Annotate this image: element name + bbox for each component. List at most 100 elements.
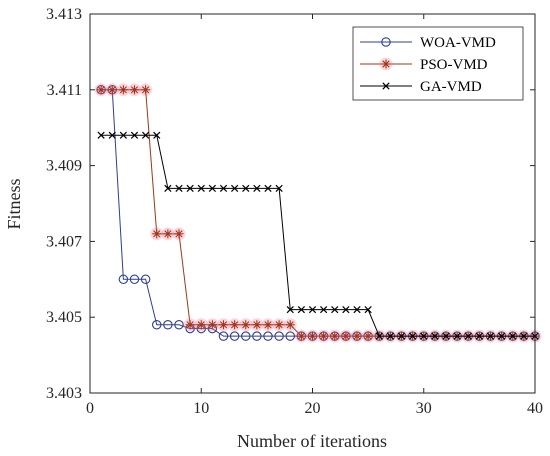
legend-marker <box>381 37 391 47</box>
data-point-pso-vmd <box>217 318 230 332</box>
data-point-pso-vmd <box>250 318 264 332</box>
data-point-ga-vmd <box>386 332 394 340</box>
data-point-pso-vmd <box>294 329 308 343</box>
y-tick-label: 3.407 <box>46 233 82 250</box>
legend-label: GA-VMD <box>420 79 482 95</box>
data-point-pso-vmd <box>339 329 353 343</box>
ticks-layer: 0 10 20 30 40 3.403 3.405 3.407 3.409 3.411 3.413 <box>46 6 543 417</box>
data-point-pso-vmd <box>283 318 297 332</box>
legend-label: PSO-VMD <box>420 57 488 73</box>
data-point-pso-vmd <box>205 318 219 332</box>
data-point-ga-vmd <box>153 131 161 139</box>
data-point-ga-vmd <box>420 332 428 340</box>
data-point-ga-vmd <box>520 332 528 340</box>
legend-items: WOA-VMD PSO-VMD GA-VMD <box>360 35 496 95</box>
data-point-ga-vmd <box>475 332 483 340</box>
data-point-ga-vmd <box>498 332 506 340</box>
data-point-ga-vmd <box>353 305 361 314</box>
data-point-ga-vmd <box>142 131 150 139</box>
data-point-pso-vmd <box>105 83 119 97</box>
data-point-pso-vmd <box>116 83 130 97</box>
data-point-pso-vmd <box>272 318 286 332</box>
data-point-ga-vmd <box>164 184 172 192</box>
data-point-woa-vmd <box>241 331 251 341</box>
data-point-pso-vmd <box>306 329 319 343</box>
x-tick-label: 30 <box>416 400 432 417</box>
data-point-ga-vmd <box>397 332 406 340</box>
legend: WOA-VMD PSO-VMD GA-VMD <box>352 26 524 101</box>
data-point-ga-vmd <box>331 305 339 314</box>
legend-marker <box>379 57 393 71</box>
data-point-ga-vmd <box>108 131 116 139</box>
data-point-ga-vmd <box>297 305 305 314</box>
series-layer <box>94 83 542 343</box>
legend-item-woa-vmd: WOA-VMD <box>360 35 496 51</box>
data-point-pso-vmd <box>317 329 331 343</box>
data-point-pso-vmd <box>350 329 364 343</box>
legend-item-ga-vmd: GA-VMD <box>360 79 482 95</box>
data-point-ga-vmd <box>253 184 261 192</box>
data-point-pso-vmd <box>172 227 186 241</box>
y-axis-title: Fitness <box>4 178 24 229</box>
data-point-ga-vmd <box>453 332 461 340</box>
data-point-ga-vmd <box>286 305 294 314</box>
legend-item-pso-vmd: PSO-VMD <box>360 57 488 73</box>
data-point-ga-vmd <box>464 332 472 340</box>
data-point-woa-vmd <box>252 331 262 341</box>
data-point-pso-vmd <box>194 318 208 332</box>
x-axis-title: Number of iterations <box>237 431 387 451</box>
data-point-pso-vmd <box>261 318 275 332</box>
data-point-ga-vmd <box>264 184 272 192</box>
series-line-ga-vmd <box>101 134 535 337</box>
data-point-ga-vmd <box>409 332 417 340</box>
data-point-ga-vmd <box>97 131 105 139</box>
data-point-woa-vmd <box>218 331 229 341</box>
data-point-ga-vmd <box>431 332 439 340</box>
data-point-woa-vmd <box>263 331 273 341</box>
legend-label: WOA-VMD <box>420 35 496 51</box>
x-tick-label: 20 <box>305 400 321 417</box>
y-tick-label: 3.409 <box>46 158 82 175</box>
y-tick-label: 3.403 <box>46 385 82 402</box>
data-point-ga-vmd <box>320 305 328 314</box>
y-tick-label: 3.405 <box>46 309 82 326</box>
x-tick-label: 40 <box>527 400 543 417</box>
data-point-pso-vmd <box>183 318 197 332</box>
y-tick-label: 3.411 <box>47 82 82 99</box>
data-point-pso-vmd <box>228 318 242 332</box>
data-point-ga-vmd <box>197 184 205 192</box>
data-point-woa-vmd <box>174 320 184 330</box>
data-point-ga-vmd <box>208 184 216 192</box>
x-tick-label: 10 <box>193 400 209 417</box>
data-point-ga-vmd <box>130 131 139 139</box>
data-point-ga-vmd <box>186 184 194 192</box>
data-point-pso-vmd <box>328 329 342 343</box>
data-point-woa-vmd <box>274 331 284 341</box>
x-tick-label: 0 <box>86 400 94 417</box>
data-point-woa-vmd <box>140 274 151 285</box>
data-point-ga-vmd <box>242 184 250 192</box>
data-point-pso-vmd <box>139 83 153 97</box>
data-point-pso-vmd <box>128 83 141 97</box>
data-point-ga-vmd <box>308 305 317 314</box>
data-point-pso-vmd <box>161 227 175 241</box>
data-point-ga-vmd <box>509 332 517 340</box>
data-point-woa-vmd <box>163 320 173 330</box>
data-point-ga-vmd <box>275 184 283 192</box>
data-point-ga-vmd <box>175 184 183 192</box>
data-point-woa-vmd <box>285 331 295 341</box>
data-point-ga-vmd <box>364 305 372 314</box>
data-point-woa-vmd <box>152 320 162 330</box>
data-point-pso-vmd <box>94 83 108 97</box>
data-point-pso-vmd <box>239 318 253 332</box>
data-point-pso-vmd <box>361 329 375 343</box>
data-point-pso-vmd <box>150 227 164 241</box>
data-point-ga-vmd <box>342 305 350 314</box>
legend-marker <box>382 82 390 90</box>
data-point-ga-vmd <box>375 332 383 340</box>
data-point-ga-vmd <box>119 131 127 139</box>
data-point-ga-vmd <box>231 184 239 192</box>
data-point-woa-vmd <box>118 274 129 285</box>
data-point-woa-vmd <box>129 274 140 285</box>
